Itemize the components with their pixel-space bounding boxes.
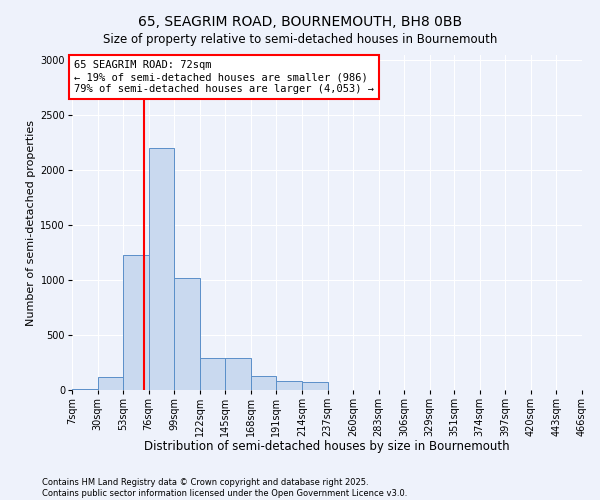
Bar	[200, 358, 226, 390]
Bar	[149, 148, 174, 390]
Bar	[226, 358, 251, 390]
Text: Size of property relative to semi-detached houses in Bournemouth: Size of property relative to semi-detach…	[103, 32, 497, 46]
Bar	[174, 278, 200, 390]
Text: 65, SEAGRIM ROAD, BOURNEMOUTH, BH8 0BB: 65, SEAGRIM ROAD, BOURNEMOUTH, BH8 0BB	[138, 15, 462, 29]
Text: 65 SEAGRIM ROAD: 72sqm
← 19% of semi-detached houses are smaller (986)
79% of se: 65 SEAGRIM ROAD: 72sqm ← 19% of semi-det…	[74, 60, 374, 94]
X-axis label: Distribution of semi-detached houses by size in Bournemouth: Distribution of semi-detached houses by …	[144, 440, 510, 454]
Bar	[123, 255, 149, 390]
Bar	[98, 377, 123, 390]
Bar	[277, 381, 302, 390]
Bar	[251, 376, 277, 390]
Text: Contains HM Land Registry data © Crown copyright and database right 2025.
Contai: Contains HM Land Registry data © Crown c…	[42, 478, 407, 498]
Y-axis label: Number of semi-detached properties: Number of semi-detached properties	[26, 120, 36, 326]
Bar	[302, 382, 328, 390]
